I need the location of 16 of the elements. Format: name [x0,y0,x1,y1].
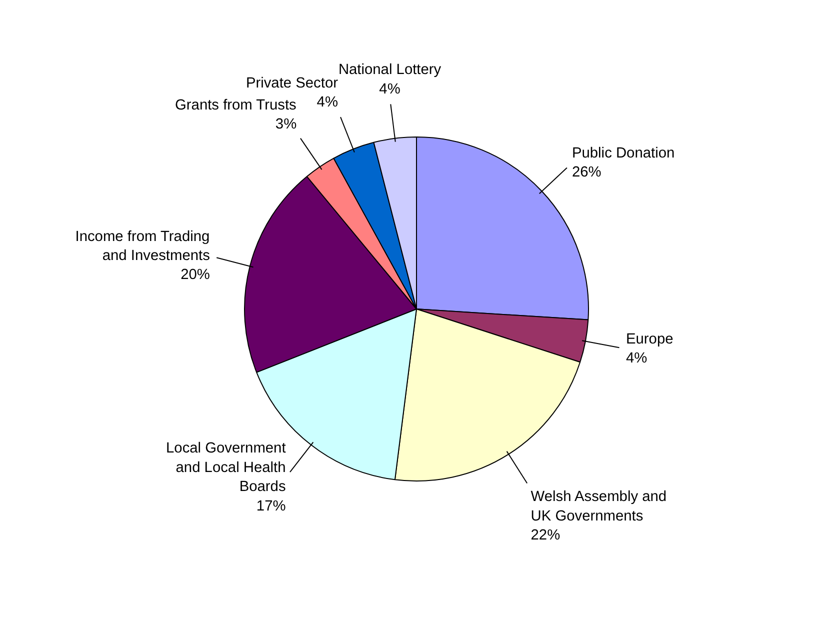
slice-label: Europe [626,331,674,348]
data-label: 4% [316,94,338,111]
data-label: 22% [530,527,560,544]
data-label: 17% [256,498,286,514]
slice-label: Private Sector [246,75,338,92]
slice-label: Income from Trading and Investments [75,228,210,264]
data-label: 3% [275,116,297,133]
slice-label: Grants from Trusts [175,97,296,114]
data-label: 20% [180,267,210,284]
slice-label: Local Government and Local Health Boards [166,440,286,496]
slice-label: National Lottery [338,62,442,78]
data-label: 26% [572,164,602,181]
slice-label: Welsh Assembly and UK Governments [530,489,667,524]
data-label: 4% [379,81,400,98]
data-label: 4% [626,350,648,367]
slice-label: Public Donation [572,145,675,162]
